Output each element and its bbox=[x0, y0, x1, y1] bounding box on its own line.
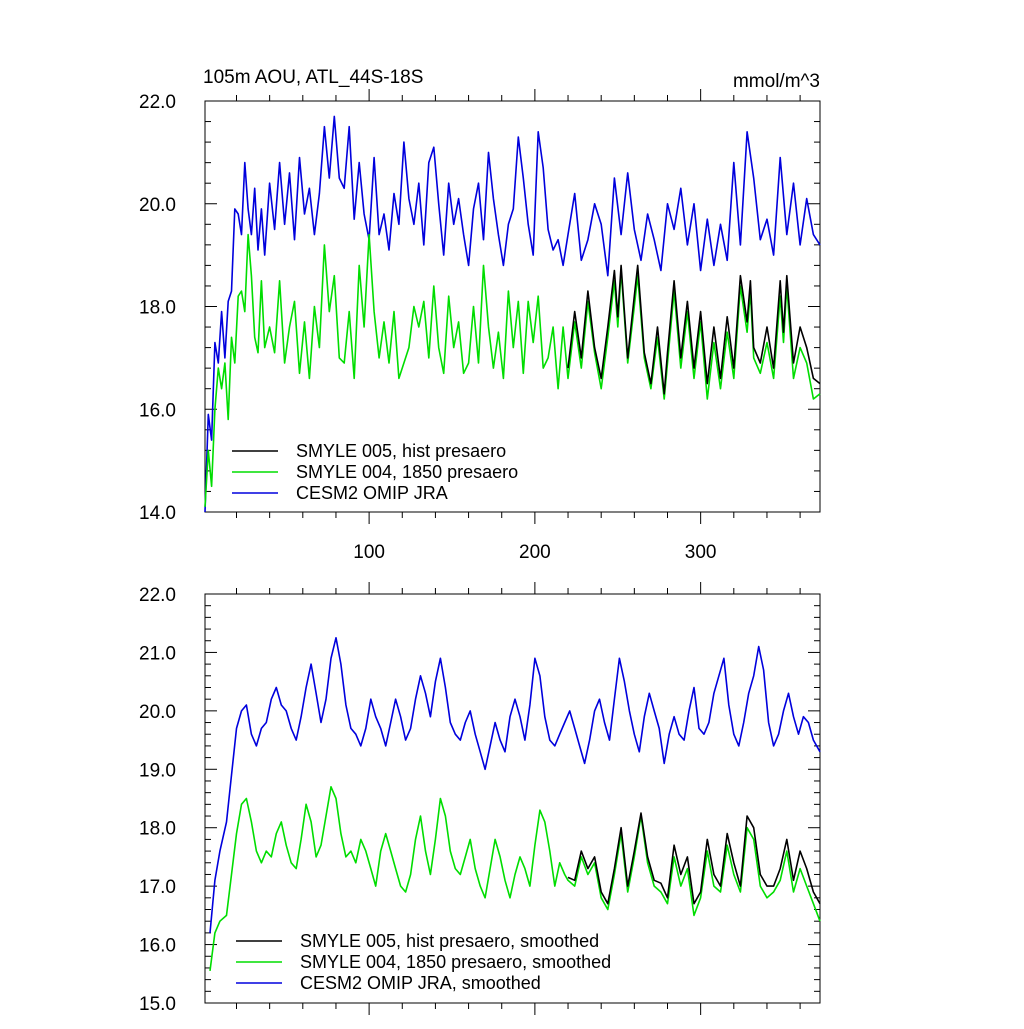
series-line-smyle005 bbox=[567, 264, 821, 395]
y-tick-label: 14.0 bbox=[139, 503, 176, 524]
y-tick-label: 15.0 bbox=[139, 994, 176, 1015]
chart-title: 105m AOU, ATL_44S-18S bbox=[203, 67, 423, 88]
y-tick-label: 20.0 bbox=[139, 195, 176, 216]
y-tick-label: 17.0 bbox=[139, 877, 176, 898]
legend-label-smyle005: SMYLE 005, hist presaero bbox=[296, 441, 506, 461]
plot-area-top: 14.0 16.0 18.0 20.0 22.0 100 200 300 bbox=[139, 89, 821, 563]
chart-bottom-panel: 15.0 16.0 17.0 18.0 19.0 20.0 21.0 22.0 SMYLE 0… bbox=[139, 582, 821, 1015]
x-tick-label: 100 bbox=[353, 542, 385, 563]
chart-units-label: mmol/m^3 bbox=[733, 71, 820, 92]
y-tick-label: 22.0 bbox=[139, 585, 176, 606]
x-tick-label: 300 bbox=[685, 542, 717, 563]
y-tick-label: 19.0 bbox=[139, 760, 176, 781]
legend-label-omip: CESM2 OMIP JRA, smoothed bbox=[300, 973, 541, 993]
series-line-smyle004 bbox=[209, 785, 821, 972]
plot-area-bottom: 15.0 16.0 17.0 18.0 19.0 20.0 21.0 22.0 bbox=[139, 582, 821, 1015]
y-tick-label: 21.0 bbox=[139, 643, 176, 664]
series-line-omip bbox=[204, 115, 821, 513]
y-tick-label: 22.0 bbox=[139, 92, 176, 113]
y-tick-label: 16.0 bbox=[139, 400, 176, 421]
legend-label-smyle005: SMYLE 005, hist presaero, smoothed bbox=[300, 931, 599, 951]
y-tick-label: 18.0 bbox=[139, 819, 176, 840]
legend-bottom: SMYLE 005, hist presaero, smoothedSMYLE … bbox=[236, 931, 611, 993]
x-tick-label: 200 bbox=[519, 542, 551, 563]
y-tick-label: 16.0 bbox=[139, 936, 176, 957]
series-line-smyle005 bbox=[567, 812, 821, 905]
chart-top-panel: 105m AOU, ATL_44S-18S mmol/m^3 14.016.01… bbox=[139, 67, 821, 563]
legend-label-omip: CESM2 OMIP JRA bbox=[296, 483, 448, 503]
y-tick-label: 20.0 bbox=[139, 702, 176, 723]
y-tick-label: 18.0 bbox=[139, 298, 176, 319]
legend-label-smyle004: SMYLE 004, 1850 presaero, smoothed bbox=[300, 952, 611, 972]
legend-label-smyle004: SMYLE 004, 1850 presaero bbox=[296, 462, 518, 482]
plot-frame bbox=[204, 593, 821, 1004]
series-line-smyle004 bbox=[204, 233, 821, 507]
series-line-omip bbox=[209, 636, 821, 933]
